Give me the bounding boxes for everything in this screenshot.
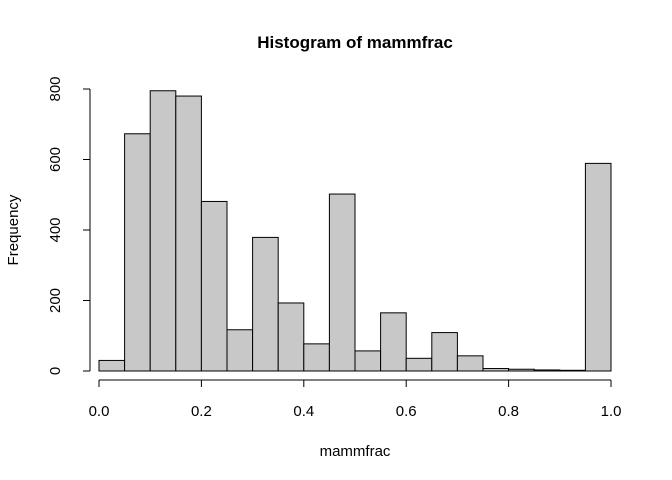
histogram-bar [277,302,305,372]
histogram-bar [405,357,433,372]
histogram-bar [431,332,458,372]
histogram-bar [533,369,561,372]
histogram-bar [380,312,407,372]
histogram-bar [559,369,586,372]
x-tick-label: 0.6 [396,403,417,420]
y-tick-label: 200 [47,288,64,313]
y-tick-label: 400 [47,217,64,242]
histogram-bar [328,193,356,372]
y-axis-label: Frequency [5,194,22,265]
histogram-bar [354,350,382,372]
y-tick-label: 0 [47,367,64,375]
histogram-bar [252,236,279,372]
bars-group [98,90,612,372]
chart-title: Histogram of mammfrac [257,33,453,52]
histogram-bar [303,343,330,372]
x-tick-label: 0.0 [89,403,110,420]
histogram-bar [456,355,484,372]
histogram-bar [482,368,510,372]
y-axis: 0 200 400 600 800 [47,76,91,375]
histogram-bar [98,359,126,372]
histogram-bar [175,95,202,372]
histogram-bar [149,90,177,372]
x-tick-label: 0.2 [191,403,212,420]
y-tick-label: 600 [47,147,64,172]
histogram-bar [226,329,254,372]
x-axis: 0.0 0.2 0.4 0.6 0.8 1.0 [89,379,622,420]
x-axis-label: mammfrac [320,443,391,460]
histogram-bar [584,162,612,372]
x-tick-label: 1.0 [601,403,622,420]
histogram-bar [200,200,228,372]
histogram-bar [124,133,151,372]
x-tick-label: 0.4 [293,403,314,420]
y-tick-label: 800 [47,76,64,101]
x-tick-label: 0.8 [498,403,519,420]
histogram-bar [508,368,535,372]
